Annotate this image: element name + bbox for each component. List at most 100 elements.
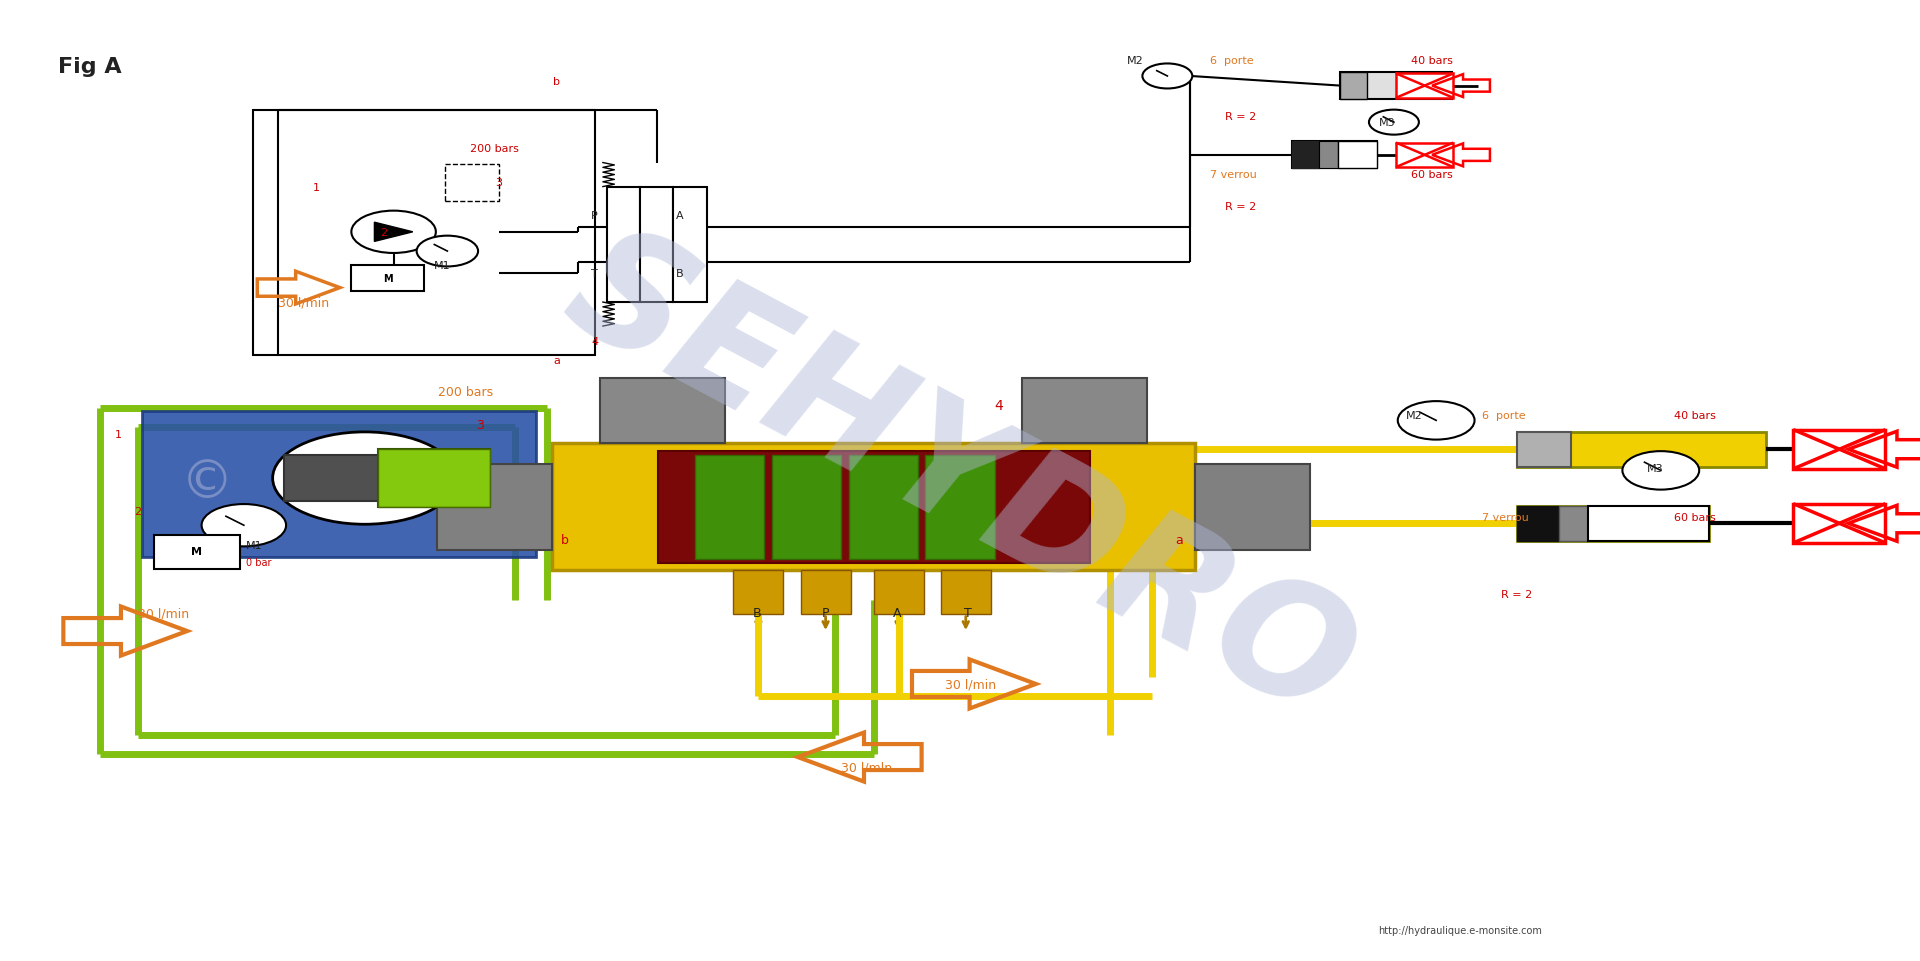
Bar	[445, 165, 499, 202]
Text: T: T	[964, 606, 972, 620]
Circle shape	[273, 432, 457, 525]
Polygon shape	[374, 223, 413, 242]
Bar	[874, 571, 924, 614]
Bar	[253, 111, 595, 356]
Bar	[436, 464, 553, 551]
Text: 200 bars: 200 bars	[438, 385, 493, 399]
Bar	[1793, 505, 1885, 543]
Circle shape	[351, 211, 436, 254]
Text: B: B	[676, 269, 684, 279]
Text: A: A	[676, 211, 684, 221]
Bar	[553, 444, 1196, 571]
Text: 30 l/min: 30 l/min	[138, 606, 190, 620]
Bar	[639, 187, 674, 303]
Text: R = 2: R = 2	[1225, 202, 1256, 211]
Text: SEHYDRO: SEHYDRO	[541, 209, 1379, 752]
Circle shape	[1142, 64, 1192, 89]
Bar	[1517, 506, 1709, 541]
Text: 3: 3	[495, 178, 503, 187]
Text: b: b	[553, 77, 561, 86]
Text: 7 verrou: 7 verrou	[1210, 170, 1256, 180]
Circle shape	[1369, 111, 1419, 136]
Text: 3: 3	[476, 418, 484, 431]
Bar	[154, 535, 240, 569]
Text: 6  porte: 6 porte	[1482, 410, 1526, 420]
Text: M: M	[192, 547, 202, 556]
Text: P: P	[822, 606, 829, 620]
Text: R = 2: R = 2	[1501, 589, 1532, 599]
Text: R = 2: R = 2	[1225, 112, 1256, 122]
Text: M: M	[382, 274, 394, 283]
Text: a: a	[553, 356, 561, 365]
Bar	[1340, 73, 1452, 100]
Bar	[1340, 73, 1367, 100]
Bar	[674, 187, 707, 303]
Text: T: T	[591, 269, 599, 279]
Text: 40 bars: 40 bars	[1411, 56, 1453, 65]
Circle shape	[1622, 452, 1699, 490]
Bar	[1517, 506, 1559, 541]
Text: M2: M2	[1405, 410, 1423, 420]
Bar	[849, 456, 918, 559]
Bar	[1396, 74, 1453, 99]
Text: Fig A: Fig A	[58, 58, 121, 77]
Text: ©: ©	[180, 456, 234, 508]
Text: 0 bar: 0 bar	[246, 557, 271, 567]
Text: 4: 4	[591, 336, 599, 346]
Text: M1: M1	[246, 541, 263, 551]
Bar	[607, 187, 639, 303]
Circle shape	[202, 505, 286, 547]
Bar	[1396, 143, 1453, 168]
Bar	[1319, 142, 1338, 169]
Text: M2: M2	[1127, 56, 1144, 65]
Text: 2: 2	[380, 228, 388, 237]
Text: 30 l/min: 30 l/min	[278, 296, 330, 309]
Text: b: b	[561, 533, 568, 547]
Bar	[941, 571, 991, 614]
Text: 1: 1	[313, 183, 321, 192]
Bar	[378, 450, 490, 507]
Text: 40 bars: 40 bars	[1674, 410, 1716, 420]
Bar	[733, 571, 783, 614]
Bar	[657, 452, 1089, 563]
Bar	[1517, 432, 1571, 467]
Text: P: P	[591, 211, 599, 221]
Text: 200 bars: 200 bars	[470, 144, 518, 154]
Bar	[1292, 142, 1319, 169]
Bar	[351, 265, 424, 292]
Bar	[1559, 506, 1588, 541]
Text: 4: 4	[995, 399, 1004, 412]
Text: 2: 2	[134, 506, 142, 516]
Text: http://hydraulique.e-monsite.com: http://hydraulique.e-monsite.com	[1379, 925, 1542, 935]
Bar	[1023, 379, 1148, 444]
Text: 7 verrou: 7 verrou	[1482, 512, 1528, 522]
Bar	[142, 411, 536, 557]
Bar	[284, 456, 384, 502]
Bar	[1517, 432, 1766, 467]
Text: 6  porte: 6 porte	[1210, 56, 1254, 65]
Polygon shape	[378, 450, 490, 507]
Text: M3: M3	[1647, 464, 1665, 474]
Bar	[772, 456, 841, 559]
Text: 1: 1	[115, 430, 123, 439]
Text: a: a	[1175, 533, 1183, 547]
Text: 60 bars: 60 bars	[1674, 512, 1716, 522]
Bar	[1338, 142, 1377, 169]
Bar	[1292, 142, 1377, 169]
Bar	[599, 379, 724, 444]
Text: 30 l/mln: 30 l/mln	[841, 760, 893, 774]
Bar	[695, 456, 764, 559]
Bar	[1793, 431, 1885, 469]
Text: 30 l/min: 30 l/min	[945, 678, 996, 691]
Bar	[1588, 506, 1709, 541]
Text: A: A	[893, 606, 900, 620]
Text: B: B	[753, 606, 760, 620]
Polygon shape	[336, 465, 394, 492]
Circle shape	[1398, 402, 1475, 440]
Circle shape	[417, 236, 478, 267]
Text: M3: M3	[1379, 118, 1396, 128]
Bar	[1194, 464, 1309, 551]
Text: 60 bars: 60 bars	[1411, 170, 1453, 180]
Bar	[925, 456, 995, 559]
Text: M1: M1	[434, 261, 451, 271]
